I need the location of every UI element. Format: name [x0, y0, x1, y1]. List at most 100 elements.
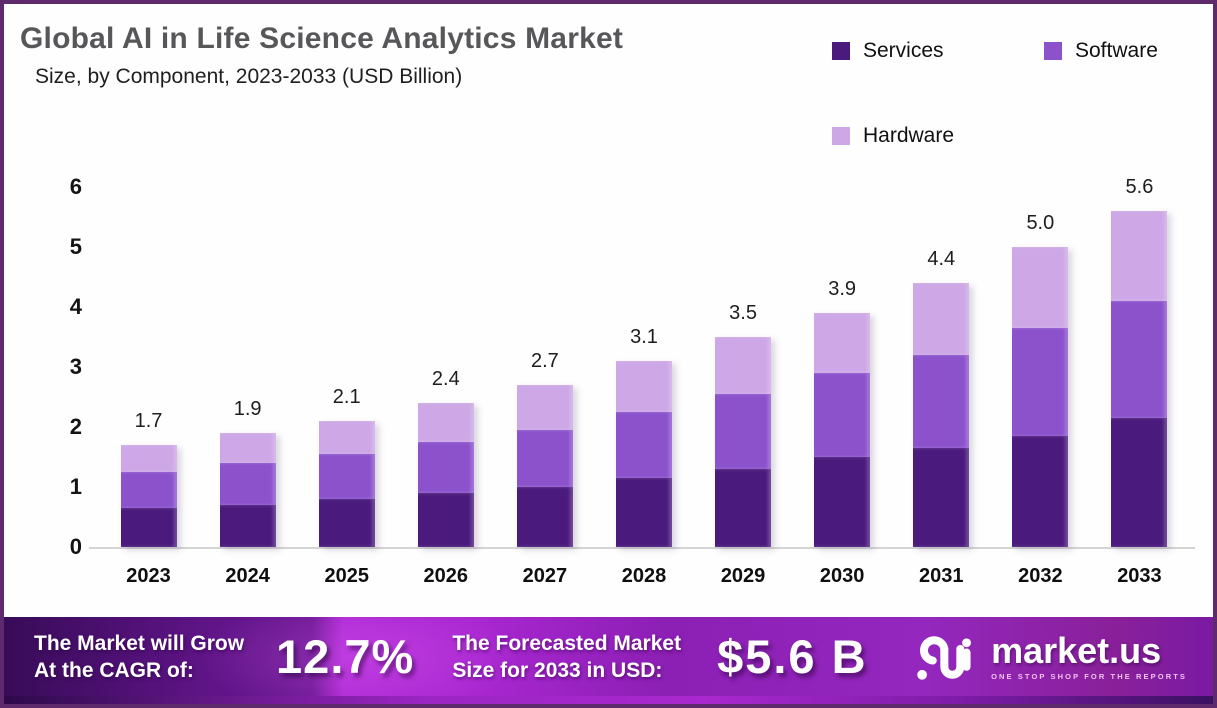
bar-segment-services-2032 [1012, 436, 1069, 547]
forecast-label: The Forecasted Market Size for 2033 in U… [452, 631, 682, 682]
bar-segment-services-2029 [715, 469, 772, 547]
x-tick-2023: 2023 [126, 565, 171, 587]
bar-segment-software-2028 [615, 412, 672, 478]
bar-stack [219, 433, 276, 547]
bar-segment-hardware-2029 [715, 337, 772, 394]
services-swatch-icon [832, 42, 850, 60]
bar-stack [318, 421, 375, 547]
legend-item-services: Services [832, 39, 944, 63]
legend-label: Services [863, 39, 944, 62]
bar-segment-software-2031 [913, 355, 970, 448]
total-label-2029: 3.5 [729, 302, 757, 324]
total-label-2030: 3.9 [828, 278, 857, 300]
bar-segment-services-2028 [615, 478, 672, 547]
bar-stack [913, 283, 970, 547]
bar-segment-hardware-2023 [120, 445, 177, 472]
x-tick-2029: 2029 [720, 565, 766, 587]
legend-label: Software [1075, 39, 1158, 62]
bar-segment-hardware-2026 [417, 403, 474, 442]
bottom-strip [4, 696, 1213, 704]
brand-lockup: market.us ONE STOP SHOP FOR THE REPORTS [915, 631, 1187, 683]
bar-segment-services-2025 [318, 499, 375, 547]
bar-segment-software-2030 [814, 373, 871, 457]
bar-group-2028: 3.1 2028 [594, 167, 693, 587]
x-axis-line [89, 547, 1195, 549]
total-label-2028: 3.1 [630, 326, 658, 348]
bar-group-2032: 5.0 2032 [991, 167, 1090, 587]
y-tick-1: 1 [69, 474, 82, 499]
x-tick-2031: 2031 [919, 565, 964, 587]
bar-stack [417, 403, 474, 547]
x-tick-2033: 2033 [1117, 565, 1162, 587]
bar-segment-hardware-2027 [516, 385, 573, 430]
bar-group-2033: 5.6 2033 [1090, 167, 1189, 587]
bar-stack [516, 385, 573, 547]
bar-segment-services-2027 [516, 487, 573, 547]
page-subtitle: Size, by Component, 2023-2033 (USD Billi… [35, 65, 463, 88]
bar-segment-hardware-2030 [814, 313, 871, 373]
bar-segment-hardware-2033 [1111, 211, 1168, 301]
bar-stack [1012, 247, 1069, 547]
x-tick-2027: 2027 [522, 565, 568, 587]
legend-label: Hardware [863, 124, 955, 147]
total-label-2026: 2.4 [431, 368, 460, 390]
x-tick-2024: 2024 [225, 565, 270, 587]
bar-group-2025: 2.1 2025 [297, 167, 396, 587]
bar-segment-software-2024 [219, 463, 276, 505]
bar-segment-software-2032 [1012, 328, 1069, 436]
total-label-2032: 5.0 [1026, 212, 1055, 234]
total-label-2027: 2.7 [530, 350, 559, 372]
bar-segment-services-2026 [417, 493, 474, 547]
y-tick-0: 0 [69, 534, 82, 559]
bar-group-2024: 1.9 2024 [198, 167, 297, 587]
cagr-label: The Market will Grow At the CAGR of: [34, 631, 245, 682]
bar-stack [1111, 211, 1168, 547]
x-tick-2028: 2028 [621, 565, 667, 587]
total-label-2031: 4.4 [927, 248, 956, 270]
software-swatch-icon [1044, 42, 1062, 60]
bar-segment-hardware-2032 [1012, 247, 1069, 328]
y-tick-6: 6 [69, 174, 82, 199]
bar-segment-software-2023 [120, 472, 177, 508]
bar-stack [715, 337, 772, 547]
bar-segment-software-2029 [715, 394, 772, 469]
bar-segment-services-2023 [120, 508, 177, 547]
bar-stack [615, 361, 672, 547]
brand-name: market.us [991, 629, 1162, 671]
bar-group-2030: 3.9 2030 [793, 167, 892, 587]
total-label-2033: 5.6 [1125, 176, 1154, 198]
bar-stack [814, 313, 871, 547]
bar-group-2029: 3.5 2029 [694, 167, 793, 587]
bar-segment-software-2026 [417, 442, 474, 493]
cagr-value: 12.7% [276, 630, 415, 683]
y-tick-4: 4 [69, 294, 82, 319]
y-tick-2: 2 [69, 414, 82, 439]
bar-group-2023: 1.7 2023 [99, 167, 198, 587]
bar-segment-software-2033 [1111, 301, 1168, 418]
bar-segment-hardware-2031 [913, 283, 970, 355]
page-title: Global AI in Life Science Analytics Mark… [20, 22, 624, 55]
bar-group-2027: 2.7 2027 [495, 167, 594, 587]
x-tick-2030: 2030 [819, 565, 865, 587]
bar-segment-services-2033 [1111, 418, 1168, 547]
bar-stack [120, 445, 177, 547]
bar-segment-hardware-2028 [615, 361, 672, 412]
legend-item-hardware: Hardware [832, 124, 954, 148]
total-label-2023: 1.7 [134, 410, 163, 432]
x-tick-2032: 2032 [1018, 565, 1063, 587]
x-tick-2025: 2025 [324, 565, 369, 587]
bar-segment-software-2025 [318, 454, 375, 499]
hardware-swatch-icon [832, 127, 850, 145]
total-label-2024: 1.9 [233, 398, 262, 420]
bar-segment-hardware-2025 [318, 421, 375, 454]
y-tick-5: 5 [69, 234, 82, 259]
x-tick-2026: 2026 [423, 565, 469, 587]
bar-group-2026: 2.4 2026 [396, 167, 495, 587]
legend-item-software: Software [1044, 39, 1158, 63]
bar-segment-hardware-2024 [219, 433, 276, 463]
y-tick-3: 3 [69, 354, 82, 379]
bar-segment-software-2027 [516, 430, 573, 487]
total-label-2025: 2.1 [332, 386, 361, 408]
bar-segment-services-2030 [814, 457, 871, 547]
bar-segment-services-2031 [913, 448, 970, 547]
